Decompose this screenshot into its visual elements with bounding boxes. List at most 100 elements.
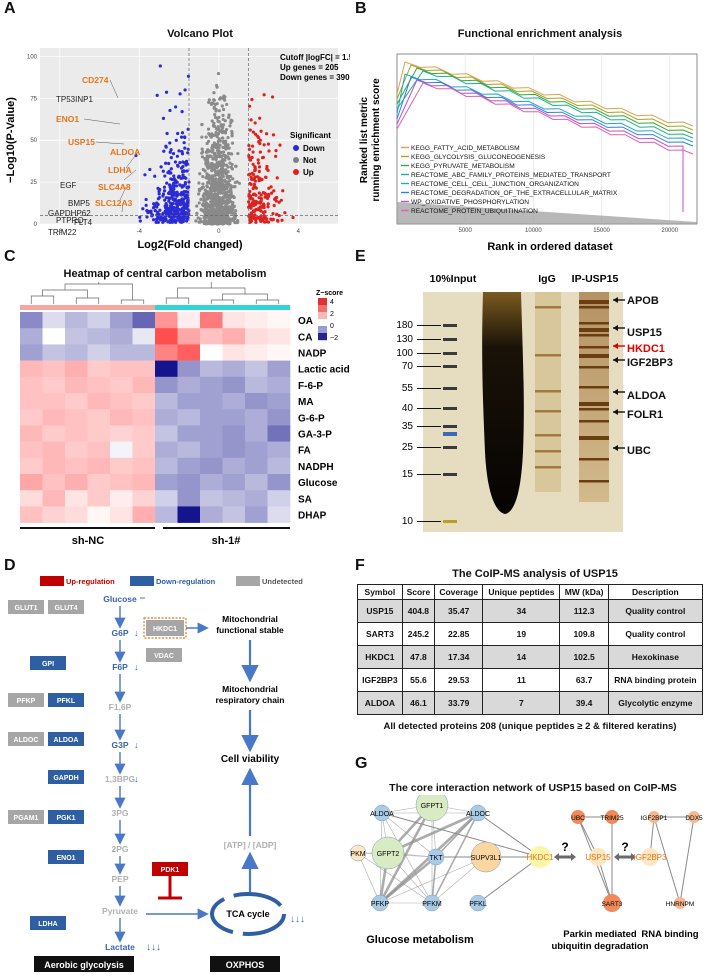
volcano-point-not	[232, 185, 236, 189]
volcano-x-tick: 4	[297, 229, 301, 235]
volcano-point-not	[220, 210, 225, 214]
volcano-point-not	[220, 200, 224, 205]
legend-down-label: Down-regulation	[156, 577, 216, 586]
table-footnote: All detected proteins 208 (unique peptid…	[383, 721, 677, 732]
heatmap-cell	[155, 360, 178, 378]
heatmap-cell	[42, 344, 66, 361]
volcano-point-down	[181, 218, 186, 222]
table-cell: 29.53	[434, 668, 484, 692]
heatmap-cell	[42, 490, 66, 507]
ladder-band	[443, 387, 457, 390]
network-node-label: UBC	[571, 815, 585, 822]
table-cell: HKDC1	[357, 645, 403, 669]
heatmap-cell	[155, 344, 178, 361]
volcano-point-down	[172, 174, 176, 178]
volcano-point-down	[146, 210, 150, 215]
volcano-label-black: GAPDHP62	[48, 209, 91, 218]
metabolite-label: G3P	[111, 740, 128, 750]
heatmap-cell	[87, 312, 111, 329]
heatmap-row-label: F-6-P	[298, 381, 323, 392]
heatmap-scale-step	[318, 298, 327, 306]
eno1-label: ENO1	[56, 855, 75, 862]
volcano-point-up	[250, 97, 254, 102]
volcano-point-down	[143, 173, 147, 177]
heatmap-cell	[65, 409, 88, 426]
volcano-point-not	[210, 184, 214, 189]
volcano-point-down	[186, 151, 190, 155]
heatmap-cell	[222, 506, 246, 523]
volcano-point-down	[169, 171, 173, 175]
heatmap-cell	[245, 376, 268, 394]
input-lane	[482, 292, 524, 514]
gsea-curve	[396, 73, 694, 143]
volcano-point-up	[257, 165, 262, 169]
volcano-label-orange: CD274	[82, 75, 109, 85]
gel-lane-label: IgG	[538, 273, 556, 285]
heatmap-cell	[20, 506, 43, 523]
volcano-callout-line	[121, 202, 124, 213]
volcano-point-up	[247, 214, 251, 218]
heatmap-cell	[245, 425, 268, 442]
volcano-point-not	[210, 177, 214, 182]
volcano-point-up	[258, 177, 262, 181]
ip-band	[579, 300, 609, 304]
volcano-point-down	[173, 197, 177, 201]
ladder-band	[443, 407, 457, 410]
pdk1-label: PDK1	[161, 867, 180, 874]
volcano-point-not	[227, 210, 231, 215]
heatmap-cell	[177, 360, 201, 378]
gel-band-arrowhead	[613, 343, 618, 349]
volcano-point-down	[175, 154, 179, 158]
volcano-point-down	[171, 152, 176, 156]
volcano-point-not	[222, 141, 226, 145]
heatmap-cell	[87, 344, 111, 361]
glut4-label: GLUT4	[55, 605, 78, 612]
network-edge	[477, 856, 541, 904]
volcano-callout-line	[95, 141, 125, 145]
gel-band-label: HKDC1	[627, 343, 665, 355]
volcano-point-not	[197, 220, 201, 224]
heatmap-cell	[65, 360, 88, 378]
volcano-point-not	[218, 130, 222, 134]
table-row: SART3 245.2 22.85 19 109.8 Quality control	[357, 622, 704, 646]
volcano-point-up	[291, 215, 295, 220]
volcano-point-down	[175, 193, 179, 197]
volcano-point-not	[208, 133, 212, 137]
heatmap-cell	[20, 344, 43, 361]
volcano-point-not	[228, 208, 232, 212]
network-node	[373, 804, 391, 822]
heatmap-row-label: Lactic acid	[298, 365, 350, 376]
gsea-curve	[396, 67, 694, 135]
volcano-point-down	[172, 187, 176, 191]
volcano-point-up	[277, 200, 281, 204]
volcano-point-up	[269, 191, 274, 195]
gsea-x-tick: 10000	[525, 228, 542, 234]
volcano-y-tick: 100	[27, 54, 38, 60]
network-edge	[381, 812, 433, 904]
gsea-legend-label: REACTOME_ABC_FAMILY_PROTEINS_MEDIATED_TR…	[411, 172, 611, 179]
volcano-point-down	[186, 74, 191, 78]
vdac-label: VDAC	[154, 653, 174, 660]
volcano-point-not	[221, 107, 226, 112]
volcano-point-down	[156, 197, 160, 201]
heatmap-cell	[132, 425, 156, 442]
volcano-point-up	[267, 186, 271, 190]
heatmap-cell	[222, 376, 246, 394]
volcano-point-not	[228, 178, 232, 183]
gsea-x-tick: 20000	[661, 228, 678, 234]
ip-band	[579, 328, 609, 332]
gel-lane-label: IP-USP15	[572, 273, 619, 285]
heatmap-cell	[155, 425, 178, 442]
heatmap-cell	[200, 457, 223, 475]
volcano-point-up	[251, 162, 255, 167]
gsea-curve	[396, 70, 694, 139]
volcano-point-not	[221, 221, 225, 226]
volcano-point-down	[184, 211, 188, 215]
tca-cycle-ring	[210, 892, 286, 936]
heatmap-cell	[110, 441, 133, 459]
volcano-point-not	[217, 160, 221, 164]
table-cell: 63.7	[559, 668, 609, 692]
table-header-cell: Description	[607, 584, 704, 600]
volcano-point-down	[182, 189, 186, 194]
volcano-point-not	[202, 216, 206, 220]
